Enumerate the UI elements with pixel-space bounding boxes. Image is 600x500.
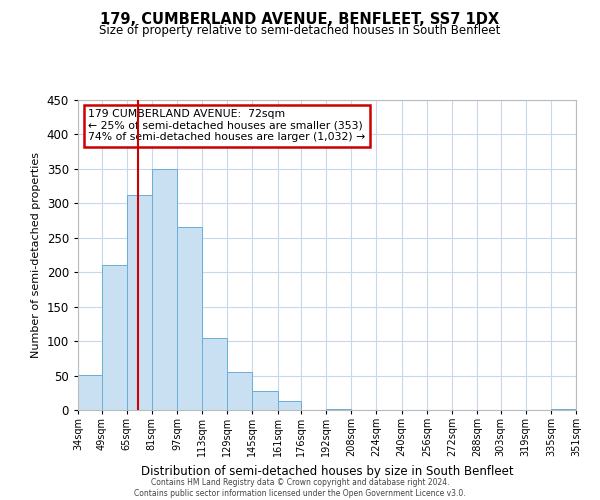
Bar [326,408,352,410]
Text: Contains HM Land Registry data © Crown copyright and database right 2024.
Contai: Contains HM Land Registry data © Crown c… [134,478,466,498]
Bar [278,401,301,410]
Text: Size of property relative to semi-detached houses in South Benfleet: Size of property relative to semi-detach… [100,24,500,37]
Y-axis label: Number of semi-detached properties: Number of semi-detached properties [31,152,41,358]
Bar [101,266,127,410]
Bar [152,169,177,410]
Bar [253,392,278,410]
Bar [227,372,253,410]
Text: 179 CUMBERLAND AVENUE:  72sqm
← 25% of semi-detached houses are smaller (353)
74: 179 CUMBERLAND AVENUE: 72sqm ← 25% of se… [88,110,365,142]
Bar [202,338,227,410]
Bar [177,228,202,410]
Bar [127,195,152,410]
X-axis label: Distribution of semi-detached houses by size in South Benfleet: Distribution of semi-detached houses by … [140,465,514,478]
Text: 179, CUMBERLAND AVENUE, BENFLEET, SS7 1DX: 179, CUMBERLAND AVENUE, BENFLEET, SS7 1D… [100,12,500,28]
Bar [551,408,576,410]
Bar [78,375,101,410]
